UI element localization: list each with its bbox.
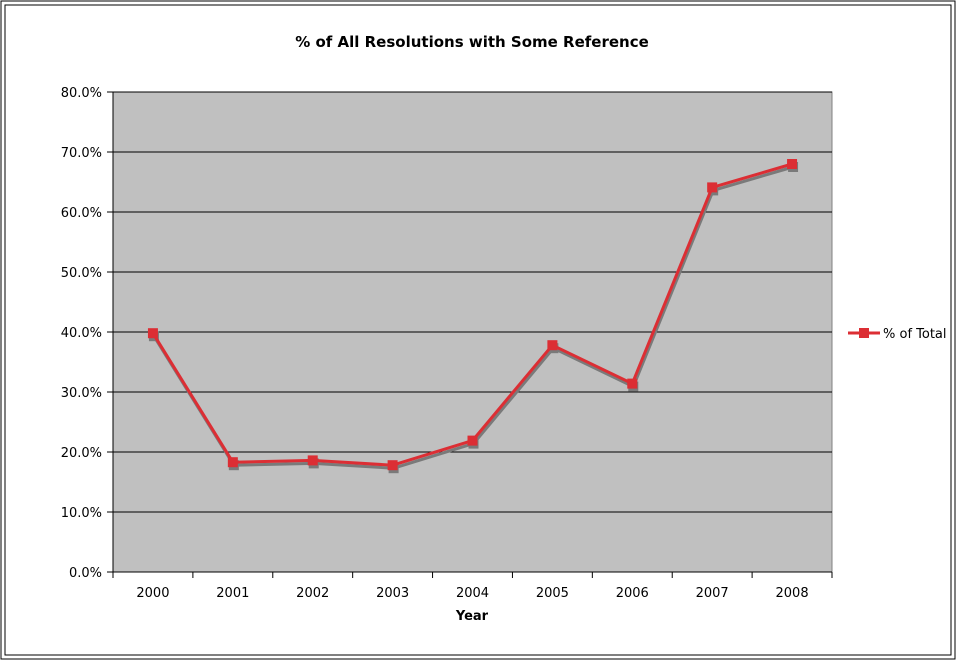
y-tick-label: 70.0%	[61, 146, 102, 161]
y-tick-label: 20.0%	[61, 446, 102, 461]
series-group	[147, 159, 799, 474]
data-point-2008	[787, 159, 798, 169]
data-point-2002	[307, 455, 318, 466]
chart-title: % of All Resolutions with Some Reference	[295, 33, 649, 51]
grid-lines	[113, 91, 832, 513]
x-axis-title: Year	[455, 609, 489, 624]
data-point-2007	[707, 182, 718, 193]
x-tick-label: 2001	[216, 586, 249, 601]
legend-label: % of Total	[883, 327, 947, 342]
chart-border-inner	[4, 4, 952, 656]
data-point-2004	[467, 435, 478, 446]
data-point-2001	[227, 457, 238, 468]
x-tick-label: 2003	[376, 586, 409, 601]
x-axis-tick-labels: 2000 2001 2002 2003 2004 2005 2006 2007 2008	[136, 586, 808, 601]
legend: % of Total	[848, 327, 947, 342]
x-tick-label: 2005	[536, 586, 569, 601]
data-point-2000	[147, 328, 158, 339]
x-tick-label: 2008	[776, 586, 809, 601]
data-point-2006	[627, 378, 638, 389]
axes	[107, 91, 833, 578]
x-tick-label: 2007	[696, 586, 729, 601]
y-tick-label: 10.0%	[61, 506, 102, 521]
data-point-2005	[547, 340, 558, 351]
y-tick-label: 50.0%	[61, 266, 102, 281]
x-tick-label: 2004	[456, 586, 489, 601]
x-tick-label: 2000	[136, 586, 169, 601]
y-tick-label: 80.0%	[61, 86, 102, 101]
y-tick-label: 0.0%	[69, 566, 102, 581]
data-point-2003	[387, 460, 398, 471]
y-axis-tick-labels: 0.0% 10.0% 20.0% 30.0% 40.0% 50.0% 60.0% 70.0% 8…	[61, 86, 102, 581]
y-tick-label: 30.0%	[61, 386, 102, 401]
y-tick-label: 60.0%	[61, 206, 102, 221]
x-tick-label: 2006	[616, 586, 649, 601]
legend-marker-swatch	[859, 328, 869, 338]
y-tick-label: 40.0%	[61, 326, 102, 341]
x-tick-label: 2002	[296, 586, 329, 601]
